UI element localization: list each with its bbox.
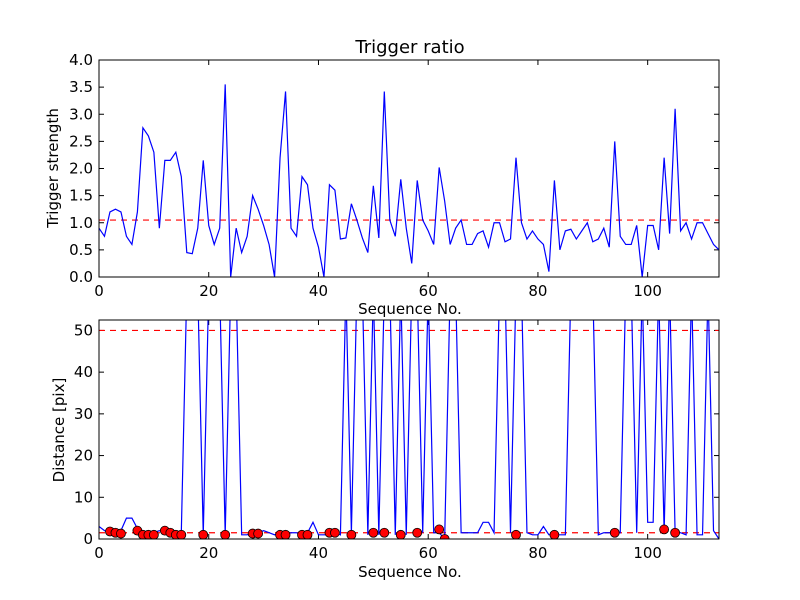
y-tick-label: 0.5 <box>69 241 93 259</box>
panel2-marker-point <box>439 534 450 539</box>
x-tick-label: 20 <box>199 544 218 562</box>
y-tick-label: 3.0 <box>69 105 93 123</box>
x-tick-label: 80 <box>528 544 547 562</box>
panel2-marker-point <box>280 529 291 539</box>
y-tick-label: 3.5 <box>69 78 93 96</box>
panel2-x-axis-label: Sequence No. <box>358 563 462 581</box>
panel1-axes-frame <box>98 59 720 278</box>
panel2-plot-area <box>98 319 720 540</box>
y-tick-label: 1.5 <box>69 187 93 205</box>
y-tick-label: 2.5 <box>69 132 93 150</box>
y-tick-label: 0.0 <box>69 268 93 286</box>
y-tick-label: 40 <box>74 363 93 381</box>
panel2-marker-point <box>368 527 379 538</box>
panel1-x-axis-label: Sequence No. <box>358 300 462 318</box>
panel2-ticks: 0 20 40 60 80 100 0 10 20 30 40 50 <box>74 320 719 562</box>
panel1-series-line-0 <box>99 84 719 277</box>
y-tick-label: 4.0 <box>69 51 93 69</box>
panel2-marker-point <box>330 527 340 538</box>
x-tick-label: 0 <box>94 544 104 562</box>
panel2-marker-point <box>670 527 681 538</box>
panel2-marker-point <box>346 529 357 539</box>
panel1-clipped-marks <box>99 84 719 277</box>
panel2-marker-point <box>302 529 313 539</box>
panel2-marker-point <box>609 527 620 538</box>
x-tick-label: 40 <box>309 282 328 300</box>
y-tick-label: 30 <box>74 405 93 423</box>
panel2-clipped-marks <box>99 320 719 539</box>
panel2-axes-frame <box>98 319 720 540</box>
x-tick-label: 100 <box>633 544 662 562</box>
y-tick-label: 0 <box>83 530 93 548</box>
panel2-marker-point <box>511 529 521 539</box>
panel1-plot-area <box>98 59 720 278</box>
y-tick-label: 2.0 <box>69 160 93 178</box>
y-tick-label: 50 <box>74 321 93 339</box>
panel2-marker-point <box>148 529 159 539</box>
x-tick-label: 80 <box>528 282 547 300</box>
x-tick-label: 100 <box>633 282 662 300</box>
panel2-series-line-0 <box>99 320 719 539</box>
y-tick-label: 10 <box>74 488 93 506</box>
panel2-marker-point <box>434 524 445 535</box>
panel2-marker-point <box>395 529 406 539</box>
panel2-marker-point <box>220 529 231 539</box>
x-tick-label: 60 <box>419 282 438 300</box>
panel2-y-axis-label: Distance [pix] <box>50 378 68 483</box>
panel2-marker-point <box>176 529 187 539</box>
x-tick-label: 60 <box>419 544 438 562</box>
panel2-marker-point <box>412 527 423 538</box>
x-tick-label: 40 <box>309 544 328 562</box>
panel1-y-axis-label: Trigger strength <box>44 108 62 229</box>
x-tick-label: 20 <box>199 282 218 300</box>
panel1-ticks: 0 20 40 60 80 100 0.0 0.5 1.0 1.5 2.0 2.5 3.0 3.5 4.0 <box>69 51 719 300</box>
y-tick-label: 1.0 <box>69 214 93 232</box>
distance-panel: 0 20 40 60 80 100 0 10 20 30 40 50 Sequence No. Dis… <box>50 319 720 581</box>
chart-title: Trigger ratio <box>354 37 464 58</box>
panel2-marker-point <box>253 528 264 539</box>
panel2-marker-point <box>198 529 209 539</box>
panel2-marker-point <box>116 528 126 539</box>
y-tick-label: 20 <box>74 447 93 465</box>
panel2-marker-point <box>549 529 560 539</box>
panel2-marker-point <box>659 524 670 535</box>
panel2-marker-point <box>379 527 390 538</box>
trigger-ratio-panel: Trigger ratio 0 20 40 60 80 100 0.0 0.5 1.0 1.5 2.… <box>44 37 720 318</box>
x-tick-label: 0 <box>94 282 104 300</box>
